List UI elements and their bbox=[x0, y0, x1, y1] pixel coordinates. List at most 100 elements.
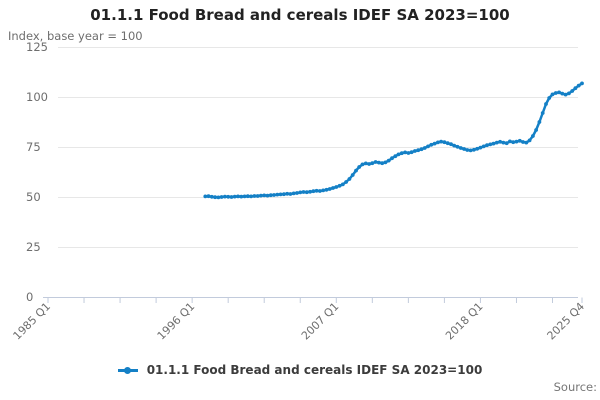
data-point[interactable] bbox=[255, 194, 260, 198]
data-point[interactable] bbox=[298, 190, 303, 195]
data-point[interactable] bbox=[318, 189, 322, 193]
data-point[interactable] bbox=[455, 144, 460, 149]
data-point[interactable] bbox=[517, 138, 522, 143]
data-point[interactable] bbox=[458, 146, 463, 150]
data-point[interactable] bbox=[285, 191, 290, 196]
data-point[interactable] bbox=[560, 91, 565, 96]
data-point[interactable] bbox=[521, 140, 525, 144]
data-point[interactable] bbox=[416, 148, 421, 153]
data-point[interactable] bbox=[475, 146, 480, 151]
data-series[interactable] bbox=[203, 81, 584, 200]
data-point[interactable] bbox=[445, 141, 450, 146]
data-point[interactable] bbox=[249, 194, 254, 199]
data-point[interactable] bbox=[219, 195, 224, 199]
data-point[interactable] bbox=[357, 165, 362, 169]
data-point[interactable] bbox=[282, 192, 286, 197]
data-point[interactable] bbox=[223, 194, 227, 199]
data-point[interactable] bbox=[275, 192, 280, 197]
data-line[interactable] bbox=[204, 82, 584, 199]
data-point[interactable] bbox=[331, 186, 335, 190]
data-point[interactable] bbox=[508, 139, 512, 144]
data-point[interactable] bbox=[527, 138, 532, 143]
data-point[interactable] bbox=[380, 161, 385, 166]
data-point[interactable] bbox=[406, 151, 411, 155]
data-point[interactable] bbox=[491, 141, 496, 146]
data-point[interactable] bbox=[511, 140, 516, 145]
data-point[interactable] bbox=[399, 151, 404, 156]
data-point[interactable] bbox=[232, 194, 237, 199]
data-point[interactable] bbox=[308, 189, 312, 194]
data-point[interactable] bbox=[494, 140, 499, 145]
data-point[interactable] bbox=[576, 83, 581, 88]
data-point[interactable] bbox=[245, 194, 250, 199]
data-point[interactable] bbox=[449, 142, 453, 147]
data-point[interactable] bbox=[550, 92, 555, 97]
data-point[interactable] bbox=[206, 194, 211, 199]
data-point[interactable] bbox=[553, 91, 558, 95]
data-point[interactable] bbox=[354, 168, 358, 173]
data-point[interactable] bbox=[514, 139, 519, 144]
data-point[interactable] bbox=[262, 193, 267, 198]
data-point[interactable] bbox=[419, 147, 424, 152]
data-point[interactable] bbox=[557, 90, 561, 95]
data-point[interactable] bbox=[295, 191, 299, 195]
data-point[interactable] bbox=[377, 160, 381, 165]
data-point[interactable] bbox=[363, 161, 368, 166]
data-point[interactable] bbox=[272, 193, 276, 197]
data-point[interactable] bbox=[373, 160, 378, 164]
data-point[interactable] bbox=[360, 162, 365, 167]
data-point[interactable] bbox=[334, 185, 339, 189]
data-point[interactable] bbox=[383, 160, 388, 165]
data-point[interactable] bbox=[580, 81, 584, 86]
data-point[interactable] bbox=[236, 194, 240, 199]
data-point[interactable] bbox=[203, 194, 208, 199]
data-point[interactable] bbox=[485, 143, 489, 148]
data-point[interactable] bbox=[436, 140, 440, 145]
data-point[interactable] bbox=[567, 91, 571, 96]
data-point[interactable] bbox=[337, 183, 342, 188]
data-point[interactable] bbox=[288, 192, 293, 196]
data-point[interactable] bbox=[226, 194, 231, 199]
data-point[interactable] bbox=[347, 177, 352, 181]
data-point[interactable] bbox=[344, 180, 348, 184]
data-point[interactable] bbox=[350, 173, 355, 177]
data-point[interactable] bbox=[229, 195, 234, 199]
data-point[interactable] bbox=[301, 190, 306, 194]
data-point[interactable] bbox=[442, 140, 447, 145]
data-point[interactable] bbox=[501, 140, 506, 145]
data-point[interactable] bbox=[209, 194, 214, 199]
data-point[interactable] bbox=[216, 195, 221, 200]
data-point[interactable] bbox=[327, 187, 332, 191]
data-point[interactable] bbox=[370, 161, 375, 166]
data-point[interactable] bbox=[547, 96, 552, 100]
data-point[interactable] bbox=[573, 86, 578, 91]
data-point[interactable] bbox=[540, 111, 545, 115]
data-point[interactable] bbox=[311, 189, 316, 194]
data-point[interactable] bbox=[393, 154, 398, 159]
data-point[interactable] bbox=[259, 193, 263, 198]
data-point[interactable] bbox=[413, 149, 417, 153]
data-point[interactable] bbox=[291, 191, 296, 196]
data-point[interactable] bbox=[324, 187, 329, 192]
data-point[interactable] bbox=[340, 182, 345, 187]
data-point[interactable] bbox=[213, 195, 218, 200]
data-point[interactable] bbox=[278, 192, 283, 197]
data-point[interactable] bbox=[265, 193, 270, 198]
data-point[interactable] bbox=[390, 156, 394, 161]
data-point[interactable] bbox=[422, 146, 427, 150]
data-point[interactable] bbox=[239, 194, 244, 199]
data-point[interactable] bbox=[488, 142, 493, 147]
data-point[interactable] bbox=[242, 194, 247, 199]
data-point[interactable] bbox=[409, 150, 414, 155]
data-point[interactable] bbox=[563, 92, 568, 97]
data-point[interactable] bbox=[386, 158, 391, 163]
data-point[interactable] bbox=[429, 142, 434, 147]
data-point[interactable] bbox=[465, 148, 470, 152]
data-point[interactable] bbox=[534, 128, 538, 132]
data-point[interactable] bbox=[544, 102, 548, 106]
data-point[interactable] bbox=[537, 120, 542, 124]
data-point[interactable] bbox=[432, 141, 437, 146]
data-point[interactable] bbox=[321, 188, 326, 193]
data-point[interactable] bbox=[531, 134, 535, 138]
data-point[interactable] bbox=[403, 150, 407, 155]
